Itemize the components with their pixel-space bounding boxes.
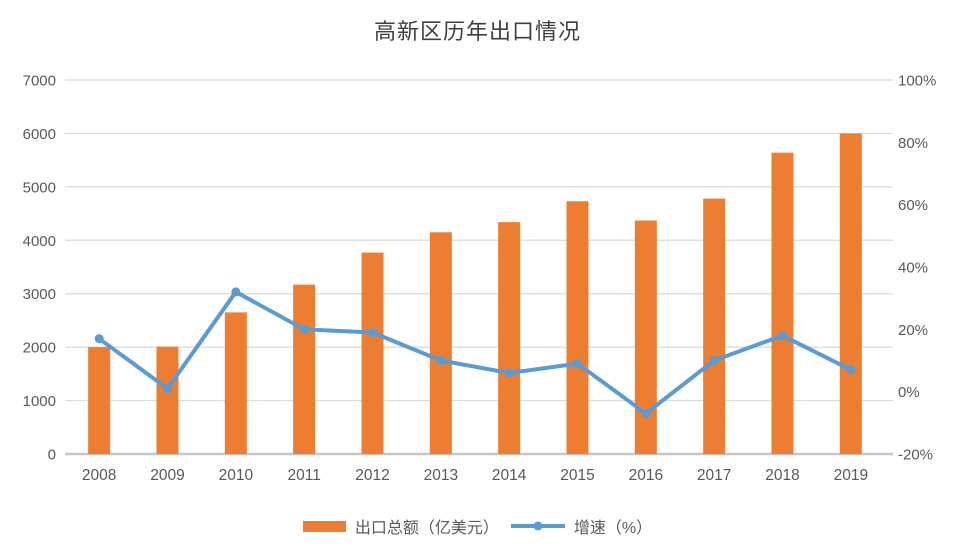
x-axis-label-2012: 2012 xyxy=(355,467,389,484)
line-series-swatch xyxy=(510,521,565,531)
x-axis-label-2011: 2011 xyxy=(287,467,320,484)
export-bar-2015 xyxy=(566,201,589,454)
growth-marker-2009 xyxy=(163,384,172,394)
x-axis-label-2014: 2014 xyxy=(492,467,527,484)
x-axis-label-2018: 2018 xyxy=(765,467,799,484)
growth-marker-2008 xyxy=(94,334,104,344)
growth-marker-2014 xyxy=(504,368,514,378)
growth-marker-2018 xyxy=(778,331,787,341)
chart-title: 高新区历年出口情况 xyxy=(373,19,581,44)
legend-item-growth: 增速（%） xyxy=(510,514,653,538)
export-bar-2009 xyxy=(156,346,179,454)
right-axis-tick: 60% xyxy=(898,197,928,214)
export-bar-2017 xyxy=(703,198,726,454)
x-axis-label-2016: 2016 xyxy=(629,467,663,484)
export-bar-2016 xyxy=(634,220,657,454)
left-axis-tick: 0 xyxy=(48,447,56,464)
left-axis-tick: 3000 xyxy=(23,286,56,303)
growth-marker-2013 xyxy=(436,356,446,365)
growth-marker-2010 xyxy=(231,287,241,297)
chart-legend: 出口总额（亿美元） 增速（%） xyxy=(0,514,955,538)
growth-marker-2012 xyxy=(368,327,377,337)
growth-marker-2017 xyxy=(709,356,719,365)
left-axis-tick: 4000 xyxy=(23,233,56,250)
export-bar-2014 xyxy=(498,222,521,454)
left-axis-tick: 1000 xyxy=(23,393,56,410)
export-bar-2018 xyxy=(771,152,794,455)
x-axis-label-2008: 2008 xyxy=(82,467,116,484)
right-axis-tick: 80% xyxy=(898,135,928,152)
x-axis-label-2013: 2013 xyxy=(424,467,458,484)
growth-line xyxy=(97,289,853,416)
x-axis-label-2017: 2017 xyxy=(697,467,731,484)
x-axis-label-2010: 2010 xyxy=(219,467,254,484)
export-bar-2013 xyxy=(429,232,452,454)
x-axis-label-2009: 2009 xyxy=(150,467,184,484)
right-axis-tick: 100% xyxy=(898,73,936,90)
right-axis-tick: 0% xyxy=(898,384,920,401)
export-bar-2019 xyxy=(839,133,862,454)
export-bar-2008 xyxy=(88,347,111,454)
growth-marker-2011 xyxy=(299,324,309,334)
growth-marker-2016 xyxy=(641,408,651,418)
left-axis-tick: 7000 xyxy=(23,73,56,90)
right-axis-tick: 40% xyxy=(898,260,928,277)
left-axis-tick: 5000 xyxy=(23,179,56,196)
left-axis-tick: 6000 xyxy=(23,126,56,143)
right-axis-tick: -20% xyxy=(898,447,933,464)
growth-marker-2015 xyxy=(573,359,582,369)
x-axis-label-2019: 2019 xyxy=(834,467,868,484)
export-bar-2012 xyxy=(361,252,384,454)
export-bar-2010 xyxy=(224,312,247,454)
bar-series-swatch xyxy=(302,520,346,532)
legend-item-exports: 出口总额（亿美元） xyxy=(302,514,499,538)
legend-label-growth: 增速（%） xyxy=(573,520,653,537)
line-series-marker xyxy=(533,521,543,531)
growth-marker-2019 xyxy=(846,365,856,375)
legend-label-exports: 出口总额（亿美元） xyxy=(354,520,499,537)
left-axis-tick: 2000 xyxy=(23,340,56,357)
x-axis-label-2015: 2015 xyxy=(560,467,594,484)
right-axis-tick: 20% xyxy=(898,322,928,339)
export-bar-2011 xyxy=(293,284,316,454)
